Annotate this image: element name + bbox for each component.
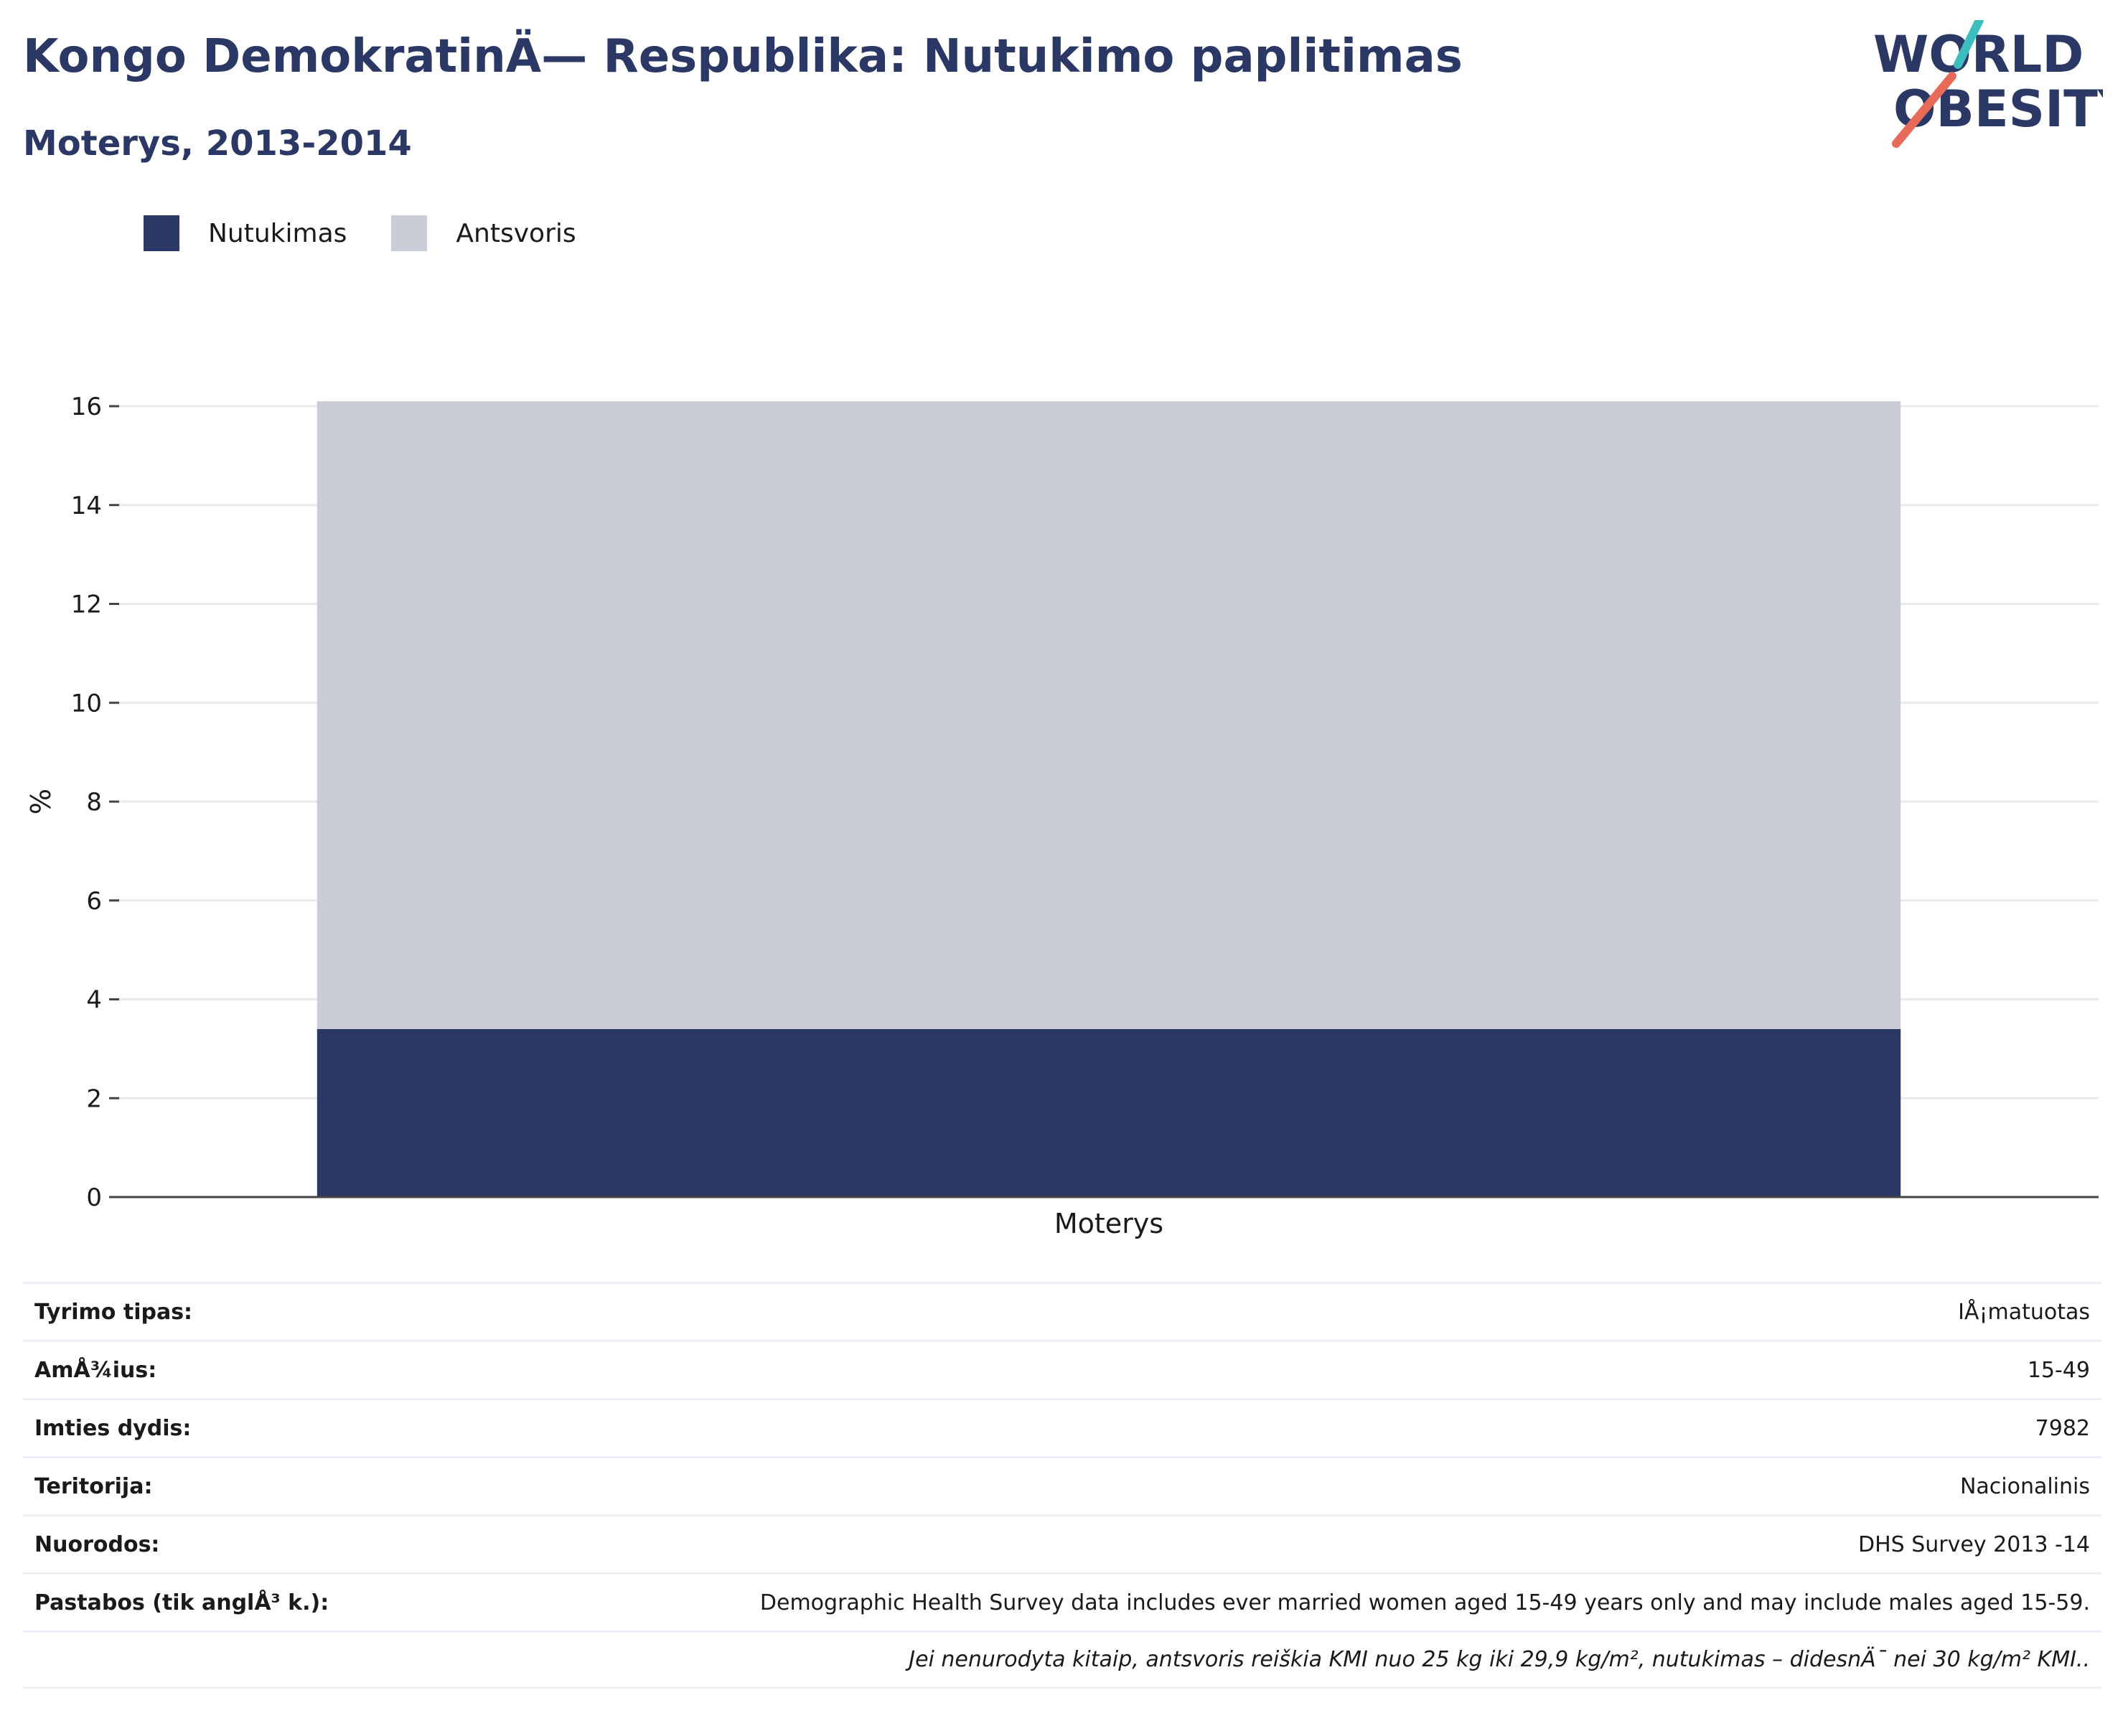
y-tick-label: 10 (71, 689, 102, 718)
legend-label-nutukimas: Nutukimas (208, 218, 347, 248)
y-tick-label: 6 (86, 887, 102, 916)
info-row-territory: Teritorija: Nacionalinis (23, 1456, 2101, 1514)
world-obesity-logo: WORLD OBESITY (1873, 20, 2103, 148)
legend-swatch-antsvoris (391, 215, 428, 251)
y-tick-label: 14 (71, 492, 102, 520)
logo-slash-teal (1954, 20, 1984, 69)
bar-antsvoris (317, 401, 1901, 1029)
info-row-sample-size: Imties dydis: 7982 (23, 1398, 2101, 1456)
info-value: 15-49 (2027, 1357, 2090, 1383)
chart-legend: Nutukimas Antsvoris (144, 214, 621, 253)
x-tick-label: Moterys (1054, 1208, 1163, 1239)
info-row-age: AmÅ¾ius: 15-49 (23, 1340, 2101, 1398)
info-row-references: Nuorodos: DHS Survey 2013 -14 (23, 1514, 2101, 1572)
legend-item-antsvoris[interactable]: Antsvoris (391, 215, 576, 251)
info-row-notes: Pastabos (tik anglÅ³ k.): Demographic He… (23, 1572, 2101, 1631)
info-label: Tyrimo tipas: (34, 1299, 193, 1325)
info-value: IÅ¡matuotas (1958, 1299, 2090, 1325)
y-tick-label: 0 (86, 1183, 102, 1212)
y-tick-label: 8 (86, 788, 102, 817)
legend-swatch-nutukimas (144, 215, 179, 251)
bar-nutukimas (317, 1028, 1901, 1197)
info-row-footnote: Jei nenurodyta kitaip, antsvoris reiškia… (23, 1631, 2101, 1689)
chart-title: Kongo DemokratinÄ— Respublika: Nutukimo … (23, 30, 1463, 83)
y-tick-label: 4 (86, 986, 102, 1015)
info-label: Pastabos (tik anglÅ³ k.): (34, 1590, 329, 1615)
chart-subtitle: Moterys, 2013-2014 (23, 123, 412, 164)
y-tick-label: 2 (86, 1084, 102, 1113)
info-value: Demographic Health Survey data includes … (759, 1590, 2090, 1615)
y-axis-title: % (25, 789, 57, 815)
info-label: Imties dydis: (34, 1415, 192, 1441)
logo-text-world: WORLD (1873, 25, 2084, 84)
info-value: DHS Survey 2013 -14 (1857, 1531, 2090, 1557)
legend-label-antsvoris: Antsvoris (456, 218, 576, 248)
info-value: 7982 (2035, 1415, 2090, 1441)
legend-item-nutukimas[interactable]: Nutukimas (144, 215, 347, 251)
info-label: AmÅ¾ius: (34, 1357, 157, 1383)
logo-slash-coral (1892, 72, 1956, 148)
y-tick-label: 12 (71, 591, 102, 619)
stacked-bar-chart: 0 2 4 6 8 10 12 14 16% Moterys (25, 393, 2099, 1239)
info-label: Nuorodos: (34, 1531, 160, 1557)
survey-info-table: Tyrimo tipas: IÅ¡matuotas AmÅ¾ius: 15-49… (23, 1282, 2101, 1689)
info-row-survey-type: Tyrimo tipas: IÅ¡matuotas (23, 1282, 2101, 1340)
info-label: Teritorija: (34, 1473, 153, 1499)
y-tick-label: 16 (71, 393, 102, 421)
info-value: Nacionalinis (1959, 1473, 2090, 1499)
definition-footnote: Jei nenurodyta kitaip, antsvoris reiškia… (909, 1647, 2090, 1672)
